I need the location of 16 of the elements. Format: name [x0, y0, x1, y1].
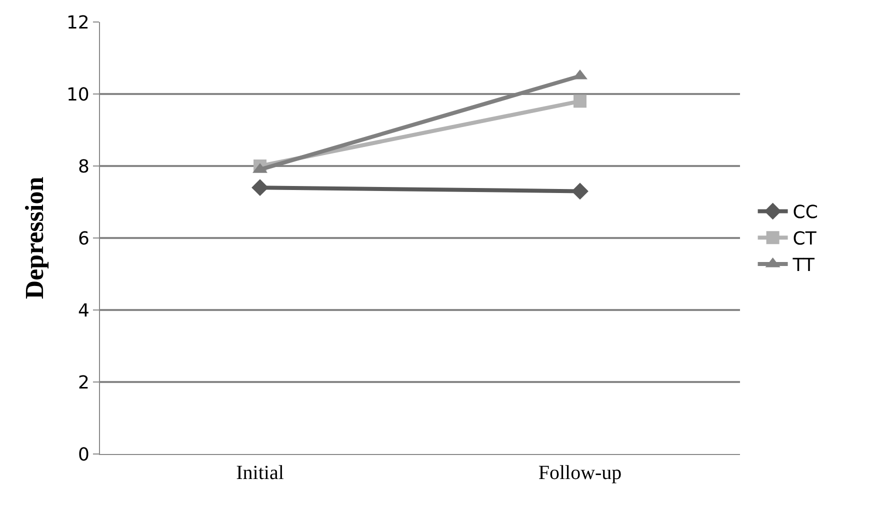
- y-tick-label: 12: [66, 12, 90, 34]
- y-tick-label: 10: [66, 84, 90, 106]
- y-tick-label: 4: [78, 300, 90, 322]
- y-tick-label: 2: [78, 372, 90, 394]
- point: [572, 182, 588, 200]
- legend-label: TT: [792, 255, 816, 276]
- y-tick-label: 0: [78, 444, 90, 466]
- point: [252, 179, 268, 196]
- x-tick-label: Follow-up: [538, 462, 622, 484]
- legend-label: CC: [792, 202, 818, 224]
- legend-label: CT: [792, 228, 818, 250]
- x-tick-label: Initial: [236, 462, 284, 484]
- y-tick-label: 6: [78, 228, 90, 250]
- y-axis-title: Depression: [20, 176, 49, 300]
- y-tick-label: 8: [78, 156, 90, 178]
- point: [574, 94, 586, 108]
